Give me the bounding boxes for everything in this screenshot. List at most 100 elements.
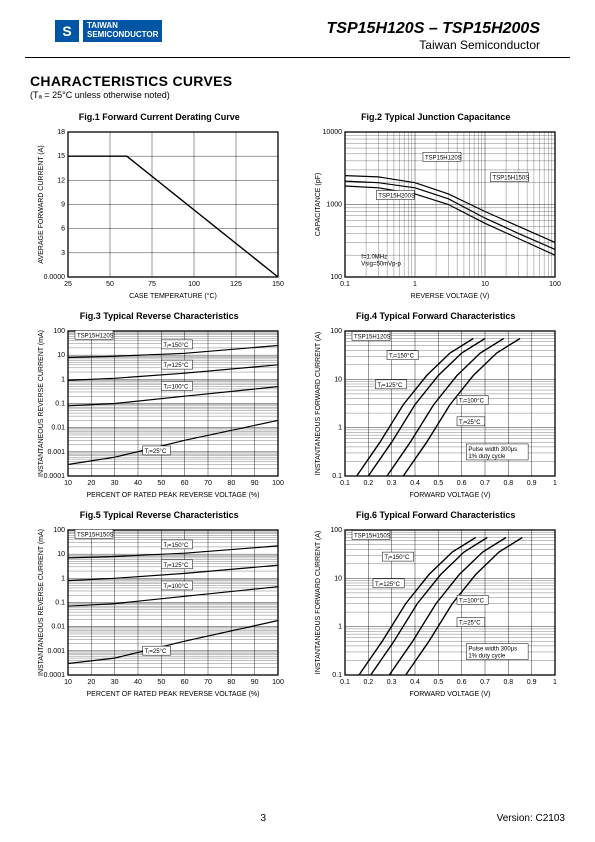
svg-text:70: 70 xyxy=(204,679,212,686)
page-footer: 3 Version: C2103 xyxy=(0,813,595,824)
svg-text:100: 100 xyxy=(549,281,561,288)
logo: S TAIWAN SEMICONDUCTOR xyxy=(55,20,162,42)
svg-text:0.0000: 0.0000 xyxy=(44,274,66,281)
svg-text:Tⱼ=100°C: Tⱼ=100°C xyxy=(164,584,190,590)
svg-text:0.7: 0.7 xyxy=(480,480,490,487)
svg-text:INSTANTANEOUS FORWARD CURRENT: INSTANTANEOUS FORWARD CURRENT (A) xyxy=(315,531,322,675)
svg-text:12: 12 xyxy=(57,177,65,184)
svg-text:0.8: 0.8 xyxy=(503,480,513,487)
svg-text:1: 1 xyxy=(61,575,65,582)
svg-text:25: 25 xyxy=(64,281,72,288)
version-label: Version: C2103 xyxy=(497,813,565,824)
logo-text: TAIWAN SEMICONDUCTOR xyxy=(83,20,162,42)
section-subtitle: (Tₐ = 25°C unless otherwise noted) xyxy=(30,90,595,100)
svg-text:60: 60 xyxy=(181,679,189,686)
logo-mark: S xyxy=(55,20,79,42)
svg-text:18: 18 xyxy=(57,129,65,136)
svg-text:0.4: 0.4 xyxy=(410,480,420,487)
svg-text:0.1: 0.1 xyxy=(340,480,350,487)
svg-text:0.3: 0.3 xyxy=(387,679,397,686)
svg-text:0.7: 0.7 xyxy=(480,679,490,686)
svg-text:Tⱼ=125°C: Tⱼ=125°C xyxy=(377,383,403,389)
svg-text:TSP15H150S: TSP15H150S xyxy=(492,176,529,182)
svg-text:Tⱼ=25°C: Tⱼ=25°C xyxy=(145,449,167,455)
svg-text:FORWARD VOLTAGE (V): FORWARD VOLTAGE (V) xyxy=(409,691,490,698)
svg-text:Tⱼ=150°C: Tⱼ=150°C xyxy=(164,543,190,549)
svg-text:100: 100 xyxy=(330,527,342,534)
svg-text:100: 100 xyxy=(272,480,284,487)
svg-text:20: 20 xyxy=(88,679,96,686)
svg-text:0.001: 0.001 xyxy=(48,449,66,456)
svg-text:Pulse width 300μs: Pulse width 300μs xyxy=(468,647,517,653)
svg-text:TSP15H200S: TSP15H200S xyxy=(378,193,415,199)
svg-text:0.1: 0.1 xyxy=(56,600,66,607)
svg-text:INSTANTANEOUS FORWARD CURRENT: INSTANTANEOUS FORWARD CURRENT (A) xyxy=(315,332,322,476)
svg-text:0.9: 0.9 xyxy=(527,480,537,487)
svg-text:Tⱼ=150°C: Tⱼ=150°C xyxy=(164,343,190,349)
svg-text:75: 75 xyxy=(148,281,156,288)
svg-text:80: 80 xyxy=(228,679,236,686)
svg-text:PERCENT OF RATED PEAK REVERSE: PERCENT OF RATED PEAK REVERSE VOLTAGE (%… xyxy=(87,691,260,698)
svg-text:125: 125 xyxy=(230,281,242,288)
svg-text:0.2: 0.2 xyxy=(363,480,373,487)
chart-3-title: Fig.3 Typical Reverse Characteristics xyxy=(80,311,239,321)
charts-grid: Fig.1 Forward Current Derating Curve 25 5… xyxy=(0,108,595,699)
svg-text:1% duty cycle: 1% duty cycle xyxy=(468,654,506,660)
svg-text:10: 10 xyxy=(57,352,65,359)
svg-text:150: 150 xyxy=(272,281,284,288)
svg-text:Tⱼ=125°C: Tⱼ=125°C xyxy=(164,563,190,569)
svg-text:6: 6 xyxy=(61,226,65,233)
svg-text:70: 70 xyxy=(204,480,212,487)
svg-text:40: 40 xyxy=(134,679,142,686)
svg-text:0.1: 0.1 xyxy=(56,401,66,408)
svg-text:1% duty cycle: 1% duty cycle xyxy=(468,454,506,460)
svg-text:Tⱼ=25°C: Tⱼ=25°C xyxy=(459,621,481,627)
chart-6-title: Fig.6 Typical Forward Characteristics xyxy=(356,510,515,520)
svg-text:0.4: 0.4 xyxy=(410,679,420,686)
svg-text:0.5: 0.5 xyxy=(433,480,443,487)
company-name: Taiwan Semiconductor xyxy=(327,38,540,52)
svg-text:TSP15H150S: TSP15H150S xyxy=(77,532,114,538)
svg-text:INSTANTANEOUS REVERSE CURRENT: INSTANTANEOUS REVERSE CURRENT (mA) xyxy=(38,330,45,477)
svg-text:Tⱼ=100°C: Tⱼ=100°C xyxy=(459,399,485,405)
svg-text:0.001: 0.001 xyxy=(48,648,66,655)
svg-text:Vsig=50mVp-p: Vsig=50mVp-p xyxy=(361,261,401,267)
svg-text:0.2: 0.2 xyxy=(363,679,373,686)
svg-text:0.3: 0.3 xyxy=(387,480,397,487)
svg-text:PERCENT OF RATED PEAK REVERSE: PERCENT OF RATED PEAK REVERSE VOLTAGE (%… xyxy=(87,492,260,499)
svg-text:CAPACITANCE (pF): CAPACITANCE (pF) xyxy=(315,173,322,237)
svg-text:Tⱼ=100°C: Tⱼ=100°C xyxy=(164,384,190,390)
title-block: TSP15H120S – TSP15H200S Taiwan Semicondu… xyxy=(327,20,540,52)
svg-text:0.9: 0.9 xyxy=(527,679,537,686)
svg-text:0.1: 0.1 xyxy=(332,672,342,679)
chart-2-title: Fig.2 Typical Junction Capacitance xyxy=(361,112,510,122)
page-header: S TAIWAN SEMICONDUCTOR TSP15H120S – TSP1… xyxy=(25,0,570,58)
svg-text:1: 1 xyxy=(61,376,65,383)
chart-5: Fig.5 Typical Reverse Characteristics 10… xyxy=(28,506,291,699)
svg-text:INSTANTANEOUS REVERSE CURRENT: INSTANTANEOUS REVERSE CURRENT (mA) xyxy=(38,529,45,676)
svg-text:10: 10 xyxy=(334,575,342,582)
svg-text:60: 60 xyxy=(181,480,189,487)
svg-text:90: 90 xyxy=(251,679,259,686)
chart-3: Fig.3 Typical Reverse Characteristics 10… xyxy=(28,307,291,500)
svg-text:30: 30 xyxy=(111,679,119,686)
chart-1-title: Fig.1 Forward Current Derating Curve xyxy=(79,112,240,122)
chart-1: Fig.1 Forward Current Derating Curve 25 5… xyxy=(28,108,291,301)
svg-text:f=1.0MHz: f=1.0MHz xyxy=(361,254,387,260)
svg-text:0.1: 0.1 xyxy=(340,281,350,288)
svg-text:Tⱼ=25°C: Tⱼ=25°C xyxy=(459,420,481,426)
svg-text:9: 9 xyxy=(61,202,65,209)
svg-text:0.0001: 0.0001 xyxy=(44,672,66,679)
svg-text:50: 50 xyxy=(106,281,114,288)
svg-text:Tⱼ=150°C: Tⱼ=150°C xyxy=(389,354,415,360)
svg-text:100: 100 xyxy=(54,328,66,335)
svg-text:0.8: 0.8 xyxy=(503,679,513,686)
svg-text:Tⱼ=100°C: Tⱼ=100°C xyxy=(459,598,485,604)
svg-text:100: 100 xyxy=(330,274,342,281)
svg-text:90: 90 xyxy=(251,480,259,487)
svg-text:TSP15H150S: TSP15H150S xyxy=(354,533,391,539)
chart-6: Fig.6 Typical Forward Characteristics 0.… xyxy=(305,506,568,699)
svg-text:20: 20 xyxy=(88,480,96,487)
svg-text:3: 3 xyxy=(61,250,65,257)
svg-text:10: 10 xyxy=(64,480,72,487)
